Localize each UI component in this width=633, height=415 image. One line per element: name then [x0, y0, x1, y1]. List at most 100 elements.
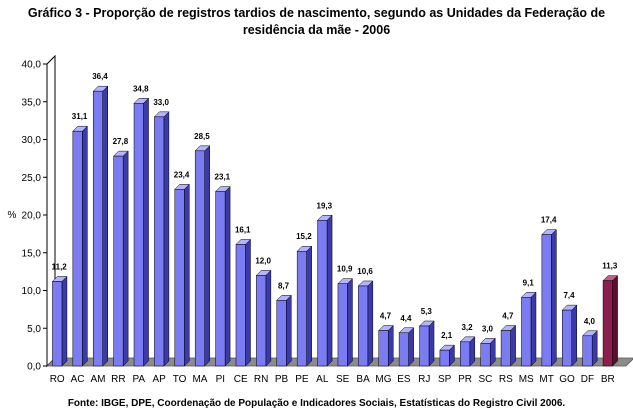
bar-side-AC	[82, 125, 88, 367]
bar-CE	[235, 244, 246, 367]
bar-side-CE	[245, 238, 251, 367]
x-tick-label-SC: SC	[478, 374, 492, 385]
x-tick-label-ES: ES	[397, 374, 411, 385]
x-tick-label-DF: DF	[581, 374, 594, 385]
data-label-RN: 12,0	[255, 256, 271, 265]
x-tick-label-SP: SP	[438, 374, 452, 385]
bar-RR	[113, 155, 124, 367]
data-label-AL: 19,3	[317, 201, 333, 210]
x-tick-label-TO: TO	[173, 374, 187, 385]
x-tick-label-CE: CE	[234, 374, 248, 385]
data-label-MT: 17,4	[541, 216, 557, 225]
data-label-TO: 23,4	[174, 170, 190, 179]
data-label-AC: 31,1	[72, 112, 88, 121]
data-label-AM: 36,4	[92, 72, 108, 81]
bar-side-PI	[224, 185, 231, 367]
bar-GO	[562, 309, 573, 367]
x-tick-label-PA: PA	[132, 374, 145, 385]
x-tick-label-PE: PE	[295, 374, 309, 385]
bar-side-MT	[551, 229, 557, 367]
bar-side-PB	[286, 294, 292, 367]
bar-side-MG	[387, 324, 394, 367]
bar-MA	[194, 150, 205, 367]
bar-SC	[480, 343, 491, 367]
x-tick-label-RR: RR	[111, 374, 125, 385]
data-label-PA: 34,8	[133, 84, 149, 93]
bar-side-GO	[571, 304, 578, 367]
data-label-PI: 23,1	[215, 173, 231, 182]
data-label-MS: 9,1	[523, 278, 535, 287]
bar-side-ES	[408, 327, 414, 367]
bar-side-TO	[184, 183, 190, 367]
data-label-CE: 16,1	[235, 225, 251, 234]
x-tick-label-AL: AL	[316, 374, 329, 385]
x-tick-label-MT: MT	[539, 374, 553, 385]
bar-BA	[358, 285, 369, 367]
bar-side-BA	[367, 280, 374, 367]
y-tick-label: 30,0	[22, 135, 42, 146]
x-tick-label-SE: SE	[336, 374, 350, 385]
x-tick-label-RJ: RJ	[418, 374, 430, 385]
data-label-MG: 4,7	[380, 312, 392, 321]
data-label-RR: 27,8	[113, 137, 129, 146]
bar-side-RN	[265, 269, 272, 367]
bar-side-AM	[102, 85, 108, 367]
bar-AC	[72, 130, 83, 367]
bar-side-BR	[612, 275, 618, 367]
y-tick-label: 25,0	[22, 173, 42, 184]
y-tick-label: 5,0	[27, 324, 41, 335]
bar-side-AP	[163, 111, 170, 367]
y-tick-label: 10,0	[22, 286, 42, 297]
y-tick-label: 40,0	[22, 60, 42, 71]
data-label-ES: 4,4	[400, 314, 412, 323]
bar-PI	[215, 191, 226, 367]
x-tick-label-BR: BR	[601, 374, 615, 385]
bar-side-RR	[122, 150, 129, 367]
x-tick-label-AC: AC	[71, 374, 85, 385]
bar-PA	[133, 103, 144, 367]
data-label-PR: 3,2	[461, 323, 473, 332]
bar-MT	[541, 234, 552, 367]
x-tick-label-RO: RO	[50, 374, 65, 385]
bar-SE	[337, 283, 348, 367]
x-tick-label-AP: AP	[152, 374, 166, 385]
bar-side-RO	[61, 275, 68, 367]
data-label-SP: 2,1	[441, 331, 453, 340]
x-tick-label-AM: AM	[90, 374, 105, 385]
bar-RO	[52, 281, 63, 367]
bar-side-AL	[326, 214, 333, 367]
data-label-RS: 4,7	[502, 312, 514, 321]
data-label-SC: 3,0	[482, 324, 494, 333]
data-label-AP: 33,0	[153, 98, 169, 107]
bar-side-PA	[143, 97, 149, 367]
data-label-PE: 15,2	[296, 232, 312, 241]
x-tick-label-GO: GO	[559, 374, 575, 385]
x-tick-label-MG: MG	[375, 374, 391, 385]
bar-AM	[92, 90, 103, 367]
x-tick-label-RS: RS	[499, 374, 513, 385]
bar-TO	[174, 189, 185, 367]
bar-side-DF	[591, 330, 598, 367]
chart-title: Gráfico 3 - Proporção de registros tardi…	[0, 5, 633, 39]
bar-PR	[460, 341, 471, 367]
x-tick-label-PB: PB	[275, 374, 289, 385]
bar-DF	[582, 335, 593, 367]
bar-MG	[378, 330, 389, 367]
bar-RJ	[419, 325, 430, 367]
data-label-BA: 10,6	[357, 267, 373, 276]
bar-side-RJ	[428, 320, 435, 367]
data-label-DF: 4,0	[584, 317, 596, 326]
bar-PB	[276, 300, 287, 367]
data-label-BR: 11,3	[602, 262, 618, 271]
bar-AP	[154, 116, 165, 367]
bar-AL	[317, 220, 328, 367]
y-tick-label: 15,0	[22, 248, 42, 259]
y-tick-label: 0,0	[27, 362, 41, 373]
bar-RN	[256, 275, 267, 367]
bar-MS	[521, 297, 532, 367]
bar-side-MA	[204, 145, 210, 367]
y-tick-label: 20,0	[22, 211, 42, 222]
x-tick-label-PI: PI	[216, 374, 225, 385]
